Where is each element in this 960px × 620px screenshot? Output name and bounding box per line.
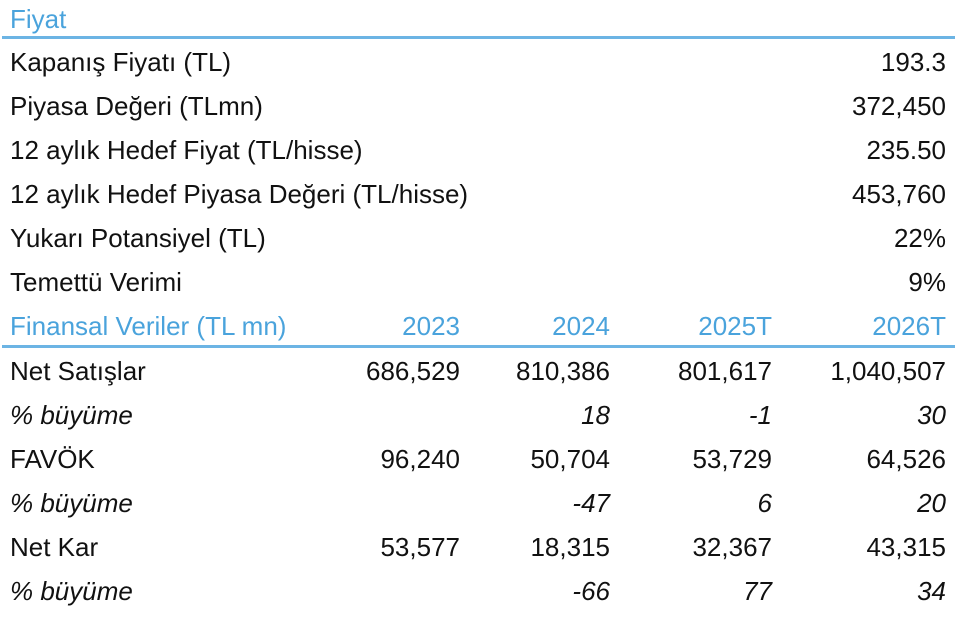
price-row-label: Piyasa Değeri (TLmn) [10, 91, 263, 121]
table-row: % büyüme 18 -1 30 [10, 395, 946, 435]
financials-section-title: Finansal Veriler (TL mn) [10, 311, 287, 341]
price-section-divider [2, 36, 955, 39]
table-row: % büyüme -66 77 34 [10, 571, 946, 611]
table-row: Net Kar 53,577 18,315 32,367 43,315 [10, 527, 946, 567]
year-header: 2024 [552, 311, 610, 341]
table-row: FAVÖK 96,240 50,704 53,729 64,526 [10, 439, 946, 479]
table-cell: 50,704 [530, 444, 610, 474]
table-cell: 53,729 [692, 444, 772, 474]
price-row-label: Yukarı Potansiyel (TL) [10, 223, 266, 253]
price-row: Kapanış Fiyatı (TL) 193.3 [10, 42, 946, 82]
table-cell: -1 [748, 400, 772, 430]
row-label: Net Satışlar [10, 356, 146, 386]
table-cell: 64,526 [866, 444, 946, 474]
table-cell: 96,240 [380, 444, 460, 474]
table-cell: 34 [917, 576, 946, 606]
table-cell: 6 [757, 488, 772, 518]
table-cell: 801,617 [678, 356, 772, 386]
table-cell: -66 [572, 576, 610, 606]
table-cell: 18 [581, 400, 610, 430]
year-header: 2023 [402, 311, 460, 341]
row-label: % büyüme [10, 488, 133, 518]
table-cell: 1,040,507 [830, 356, 946, 386]
price-row-value: 372,450 [852, 91, 946, 121]
table-cell: 30 [917, 400, 946, 430]
price-row: Piyasa Değeri (TLmn) 372,450 [10, 86, 946, 126]
price-row-label: 12 aylık Hedef Piyasa Değeri (TL/hisse) [10, 179, 469, 209]
table-row: % büyüme -47 6 20 [10, 483, 946, 523]
row-label: Net Kar [10, 532, 99, 562]
price-row-value: 22% [893, 223, 946, 253]
table-cell: 686,529 [366, 356, 460, 386]
financials-header-row: Finansal Veriler (TL mn) 2023 2024 2025T… [10, 306, 946, 346]
price-row-value: 453,760 [852, 179, 946, 209]
table-cell: 43,315 [866, 532, 946, 562]
row-label: % büyüme [10, 400, 133, 430]
year-header: 2026T [872, 311, 946, 341]
financials-section-divider [2, 345, 955, 348]
table-cell: 32,367 [692, 532, 772, 562]
row-label: FAVÖK [10, 444, 95, 474]
price-row-label: Temettü Verimi [10, 267, 182, 297]
table-cell: 53,577 [380, 532, 460, 562]
table-cell: 810,386 [516, 356, 610, 386]
price-row-value: 235.50 [866, 135, 946, 165]
price-row-value: 9% [908, 267, 946, 297]
price-row: Yukarı Potansiyel (TL) 22% [10, 218, 946, 258]
row-label: % büyüme [10, 576, 133, 606]
table-cell: 18,315 [530, 532, 610, 562]
price-section-title: Fiyat [10, 4, 67, 34]
year-header: 2025T [698, 311, 772, 341]
table-cell: 20 [917, 488, 946, 518]
price-row-label: Kapanış Fiyatı (TL) [10, 47, 232, 77]
price-row: 12 aylık Hedef Piyasa Değeri (TL/hisse) … [10, 174, 946, 214]
price-row-value: 193.3 [880, 47, 946, 77]
table-cell: 77 [743, 576, 772, 606]
price-row: Temettü Verimi 9% [10, 262, 946, 302]
price-row-label: 12 aylık Hedef Fiyat (TL/hisse) [10, 135, 363, 165]
price-row: 12 aylık Hedef Fiyat (TL/hisse) 235.50 [10, 130, 946, 170]
table-row: Net Satışlar 686,529 810,386 801,617 1,0… [10, 351, 946, 391]
table-cell: -47 [572, 488, 610, 518]
